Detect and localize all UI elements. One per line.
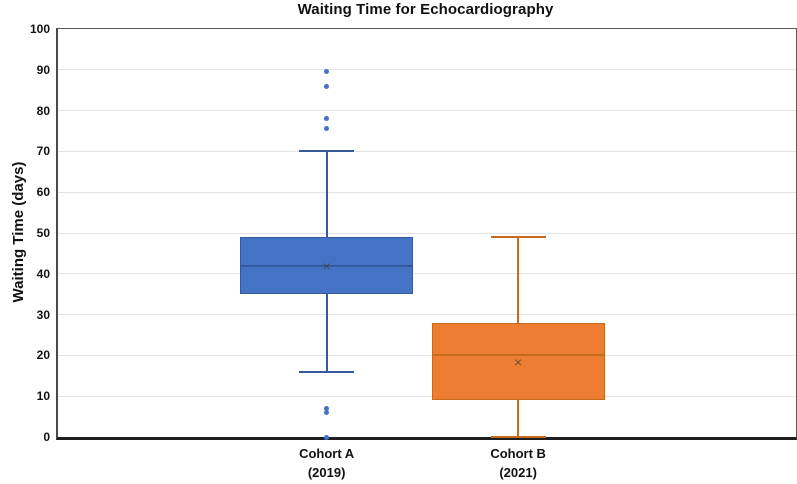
- gridline: [58, 354, 796, 356]
- lower-whisker-cap: [299, 370, 355, 373]
- lower-whisker-cap: [490, 436, 546, 438]
- iqr-box: [431, 322, 605, 401]
- lower-whisker-line: [517, 400, 520, 437]
- x-category-label-line: (2019): [307, 465, 346, 480]
- y-tick-label: 30: [36, 307, 50, 322]
- lower-whisker-line: [325, 294, 328, 372]
- gridline: [58, 232, 796, 234]
- chart-title: Waiting Time for Echocardiography: [297, 1, 554, 18]
- plot-area: 0 10 20 30 40 50 60 70 80 90 100 × Cohort A (2019) × Co…: [30, 22, 797, 480]
- outlier-dot: [324, 69, 330, 75]
- x-category-label-line: (2021): [499, 465, 537, 480]
- outlier-dot: [324, 434, 330, 440]
- y-tick-label: 100: [29, 22, 50, 36]
- mean-marker: ×: [514, 353, 523, 370]
- y-tick-label: 40: [36, 266, 50, 281]
- outlier-dot: [324, 405, 330, 411]
- upper-whisker-cap: [490, 236, 546, 239]
- outlier-dot: [324, 126, 330, 132]
- outlier-dot: [324, 83, 330, 89]
- median-line: [431, 354, 605, 357]
- y-tick-label: 10: [36, 389, 50, 404]
- y-tick-label: 60: [36, 185, 50, 200]
- gridline: [58, 69, 796, 71]
- gridline: [58, 110, 796, 112]
- y-tick-label: 50: [36, 226, 50, 240]
- x-category-label: Cohort A (2019): [257, 444, 397, 482]
- x-category-label: Cohort B (2021): [448, 444, 588, 482]
- upper-whisker-line: [325, 151, 328, 238]
- outlier-dot: [324, 116, 330, 122]
- gridline: [58, 395, 796, 397]
- y-tick-label: 90: [36, 62, 50, 77]
- x-category-label-line: Cohort B: [490, 446, 546, 461]
- y-tick-label: 0: [43, 430, 50, 444]
- upper-whisker-cap: [299, 150, 355, 153]
- gridline: [58, 150, 796, 152]
- y-tick-label: 80: [36, 103, 50, 118]
- gridline: [58, 191, 796, 193]
- mean-marker: ×: [322, 257, 331, 274]
- y-tick-label: 20: [36, 348, 50, 363]
- y-tick-label: 70: [36, 144, 50, 159]
- upper-whisker-line: [517, 237, 520, 323]
- outlier-dot: [324, 410, 330, 416]
- median-line: [240, 264, 414, 267]
- gridline: [58, 273, 796, 275]
- x-category-label-line: Cohort A: [299, 446, 355, 461]
- gridline: [58, 314, 796, 316]
